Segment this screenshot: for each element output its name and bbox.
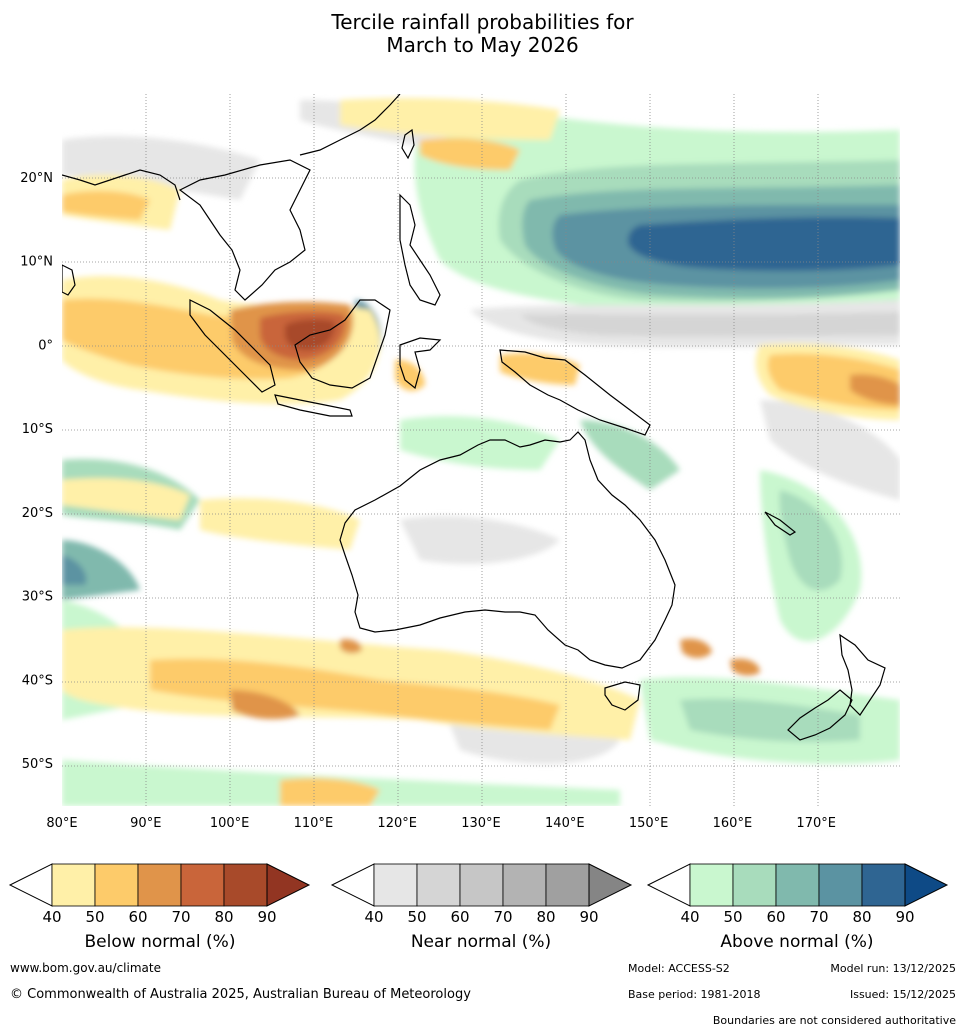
colorbar-tick-label: 60	[766, 908, 785, 926]
lat-label: 40°S	[22, 673, 53, 688]
lon-label: 100°E	[210, 816, 250, 831]
colorbar-swatch	[861, 863, 906, 907]
colorbar-tick-label: 50	[407, 908, 426, 926]
copyright-text: © Commonwealth of Australia 2025, Austra…	[10, 987, 471, 1002]
lat-label: 10°N	[20, 255, 53, 270]
colorbar-over-arrow	[588, 863, 633, 907]
borneo-outline	[294, 299, 391, 389]
lon-label: 90°E	[130, 816, 161, 831]
colorbar-swatch	[223, 863, 268, 907]
colorbar-tick-label: 40	[680, 908, 699, 926]
lon-label: 140°E	[545, 816, 585, 831]
colorbar-under-arrow	[8, 863, 53, 907]
sri-lanka-outline	[62, 264, 76, 296]
colorbar-swatch	[502, 863, 547, 907]
colorbar-label-above: Above normal (%)	[720, 932, 874, 952]
colorbar-tick-label: 90	[895, 908, 914, 926]
model-name: Model: ACCESS-S2	[628, 962, 730, 975]
website-url[interactable]: www.bom.gov.au/climate	[10, 961, 161, 975]
lon-label: 130°E	[461, 816, 501, 831]
colorbar-swatch	[180, 863, 225, 907]
chart-title-line2: March to May 2026	[386, 33, 579, 57]
colorbar-swatch	[459, 863, 504, 907]
new-caledonia-outline	[764, 511, 797, 536]
colorbar-near: 40 50 60 70 80 90	[330, 863, 633, 926]
lat-label: 20°N	[20, 171, 53, 186]
colorbar-below: 40 50 60 70 80 90	[8, 863, 311, 926]
colorbar-tick-label: 40	[364, 908, 383, 926]
colorbar-tick-label: 70	[809, 908, 828, 926]
colorbar-over-arrow	[904, 863, 949, 907]
colorbar-swatch	[416, 863, 461, 907]
colorbar-swatch	[373, 863, 418, 907]
colorbar-label-near: Near normal (%)	[410, 932, 552, 952]
colorbar-tick-label: 40	[42, 908, 61, 926]
colorbar-tick-label: 80	[536, 908, 555, 926]
indochina-outline	[178, 159, 311, 301]
colorbar-tick-label: 50	[85, 908, 104, 926]
colorbar-tick-label: 80	[852, 908, 871, 926]
colorbar-tick-label: 90	[579, 908, 598, 926]
sumatra-outline	[189, 299, 276, 393]
china-coast-outline	[299, 94, 401, 156]
colorbar-swatch	[732, 863, 777, 907]
longitude-labels: 80°E 90°E 100°E 110°E 120°E 130°E 140°E 150°E 16…	[46, 816, 836, 831]
latitude-labels: 20°N 10°N 0° 10°S 20°S 30°S 40°S 50°S	[20, 171, 53, 772]
sulawesi-outline	[399, 337, 442, 390]
model-run-date: Model run: 13/12/2025	[830, 962, 956, 975]
java-outline	[274, 394, 353, 417]
colorbar-label-below: Below normal (%)	[84, 932, 236, 952]
lat-label: 50°S	[22, 757, 53, 772]
colorbars: 40 50 60 70 80 90 40 50 60 70 80 90 40 50 60 70 80 90	[8, 863, 949, 926]
colorbar-under-arrow	[646, 863, 691, 907]
chart-title-line1: Tercile rainfall probabilities for	[331, 10, 634, 34]
india-outline	[62, 169, 181, 201]
lat-label: 30°S	[22, 590, 53, 605]
new-zealand-north-outline	[839, 633, 886, 716]
lat-label: 0°	[38, 338, 53, 353]
lon-label: 160°E	[713, 816, 753, 831]
lon-label: 80°E	[46, 816, 77, 831]
colorbar-swatch	[775, 863, 820, 907]
colorbar-swatch	[818, 863, 863, 907]
colorbar-under-arrow	[330, 863, 375, 907]
lon-label: 150°E	[629, 816, 669, 831]
colorbar-above: 40 50 60 70 80 90	[646, 863, 949, 926]
colorbar-tick-label: 70	[493, 908, 512, 926]
coastlines	[62, 94, 886, 741]
colorbar-swatch	[51, 863, 96, 907]
new-zealand-south-outline	[787, 689, 853, 741]
colorbar-tick-label: 60	[450, 908, 469, 926]
taiwan-outline	[401, 128, 415, 160]
colorbar-over-arrow	[266, 863, 311, 907]
probability-layer	[62, 98, 900, 806]
lon-label: 120°E	[377, 816, 417, 831]
boundaries-note: Boundaries are not considered authoritat…	[712, 1014, 956, 1027]
lat-label: 20°S	[22, 506, 53, 521]
lon-label: 110°E	[294, 816, 334, 831]
australia-outline	[339, 431, 676, 669]
colorbar-tick-label: 60	[128, 908, 147, 926]
colorbar-swatch	[689, 863, 734, 907]
colorbar-tick-label: 70	[171, 908, 190, 926]
lat-label: 10°S	[22, 422, 53, 437]
colorbar-tick-label: 80	[214, 908, 233, 926]
colorbar-tick-label: 90	[257, 908, 276, 926]
colorbar-swatch	[94, 863, 139, 907]
lon-label: 170°E	[796, 816, 836, 831]
colorbar-swatch	[137, 863, 182, 907]
colorbar-tick-label: 50	[723, 908, 742, 926]
issued-date: Issued: 15/12/2025	[849, 988, 956, 1001]
colorbar-swatch	[545, 863, 590, 907]
tasmania-outline	[604, 681, 641, 711]
philippines-outline	[399, 193, 441, 306]
base-period: Base period: 1981-2018	[628, 988, 761, 1001]
new-guinea-outline	[499, 349, 651, 436]
